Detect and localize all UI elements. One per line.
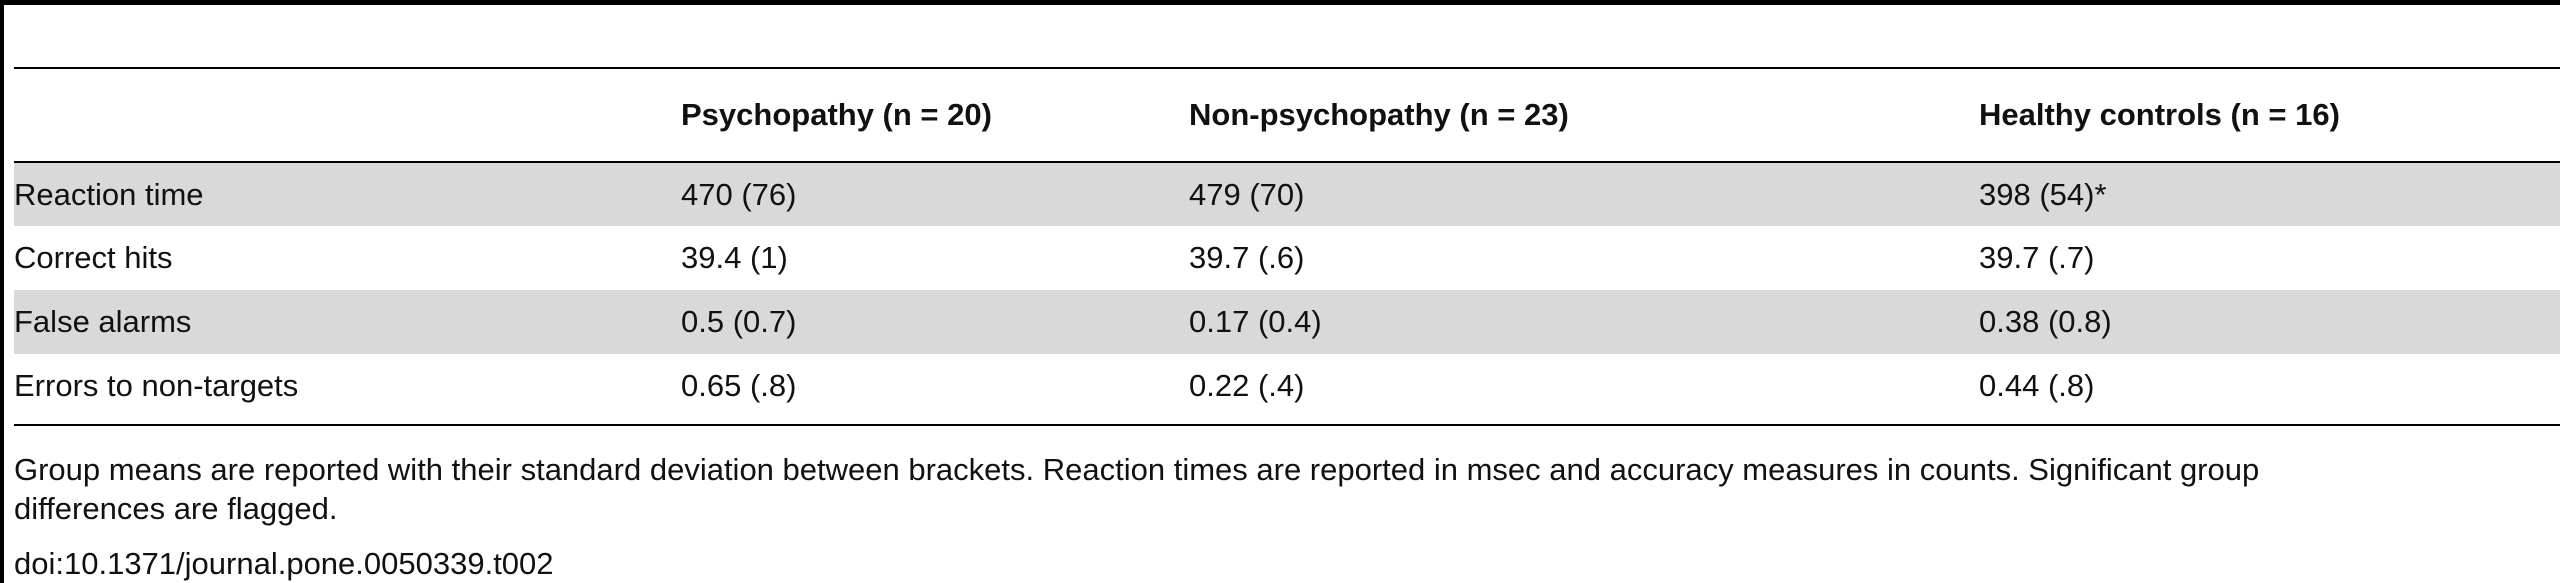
header-stub bbox=[14, 68, 681, 162]
doi-link[interactable]: doi:10.1371/journal.pone.0050339.t002 bbox=[14, 546, 554, 581]
table-cell: 479 (70) bbox=[1189, 176, 1305, 212]
table-cell: 398 (54)* bbox=[1979, 176, 2107, 212]
row-label: Correct hits bbox=[14, 240, 173, 275]
row-label: Errors to non-targets bbox=[14, 368, 299, 403]
table-cell: 39.7 (.6) bbox=[1189, 240, 1305, 275]
table-cell: 0.17 (0.4) bbox=[1189, 304, 1322, 339]
table-row: Reaction time 470 (76) 479 (70) 398 (54)… bbox=[14, 162, 2560, 226]
header-non-psychopathy: Non-psychopathy (n = 23) bbox=[1189, 97, 1569, 132]
row-label: Reaction time bbox=[14, 176, 204, 212]
table-body: Reaction time 470 (76) 479 (70) 398 (54)… bbox=[14, 162, 2560, 418]
table-row: False alarms 0.5 (0.7) 0.17 (0.4) 0.38 (… bbox=[14, 290, 2560, 354]
table-cell: 39.7 (.7) bbox=[1979, 240, 2095, 275]
bottom-rule bbox=[14, 424, 2560, 426]
header-psychopathy: Psychopathy (n = 20) bbox=[681, 97, 992, 132]
table-footnote: Group means are reported with their stan… bbox=[14, 450, 2560, 528]
table-cell: 39.4 (1) bbox=[681, 240, 788, 275]
table-cell: 470 (76) bbox=[681, 176, 797, 212]
table-row: Correct hits 39.4 (1) 39.7 (.6) 39.7 (.7… bbox=[14, 226, 2560, 290]
data-table-wrapper: Psychopathy (n = 20) Non-psychopathy (n … bbox=[14, 67, 2560, 418]
footnote-line-2: differences are flagged. bbox=[14, 491, 338, 526]
row-label: False alarms bbox=[14, 304, 192, 339]
top-rule bbox=[4, 0, 2560, 5]
table-row: Errors to non-targets 0.65 (.8) 0.22 (.4… bbox=[14, 354, 2560, 418]
table-cell: 0.38 (0.8) bbox=[1979, 304, 2112, 339]
header-row: Psychopathy (n = 20) Non-psychopathy (n … bbox=[14, 68, 2560, 162]
footnote-line-1: Group means are reported with their stan… bbox=[14, 452, 2260, 487]
table-cell: 0.5 (0.7) bbox=[681, 304, 797, 339]
header-healthy-controls: Healthy controls (n = 16) bbox=[1979, 97, 2340, 132]
results-table: Psychopathy (n = 20) Non-psychopathy (n … bbox=[14, 67, 2560, 418]
table-cell: 0.44 (.8) bbox=[1979, 368, 2095, 403]
table-header: Psychopathy (n = 20) Non-psychopathy (n … bbox=[14, 68, 2560, 162]
table-cell: 0.65 (.8) bbox=[681, 368, 797, 403]
table-cell: 0.22 (.4) bbox=[1189, 368, 1305, 403]
